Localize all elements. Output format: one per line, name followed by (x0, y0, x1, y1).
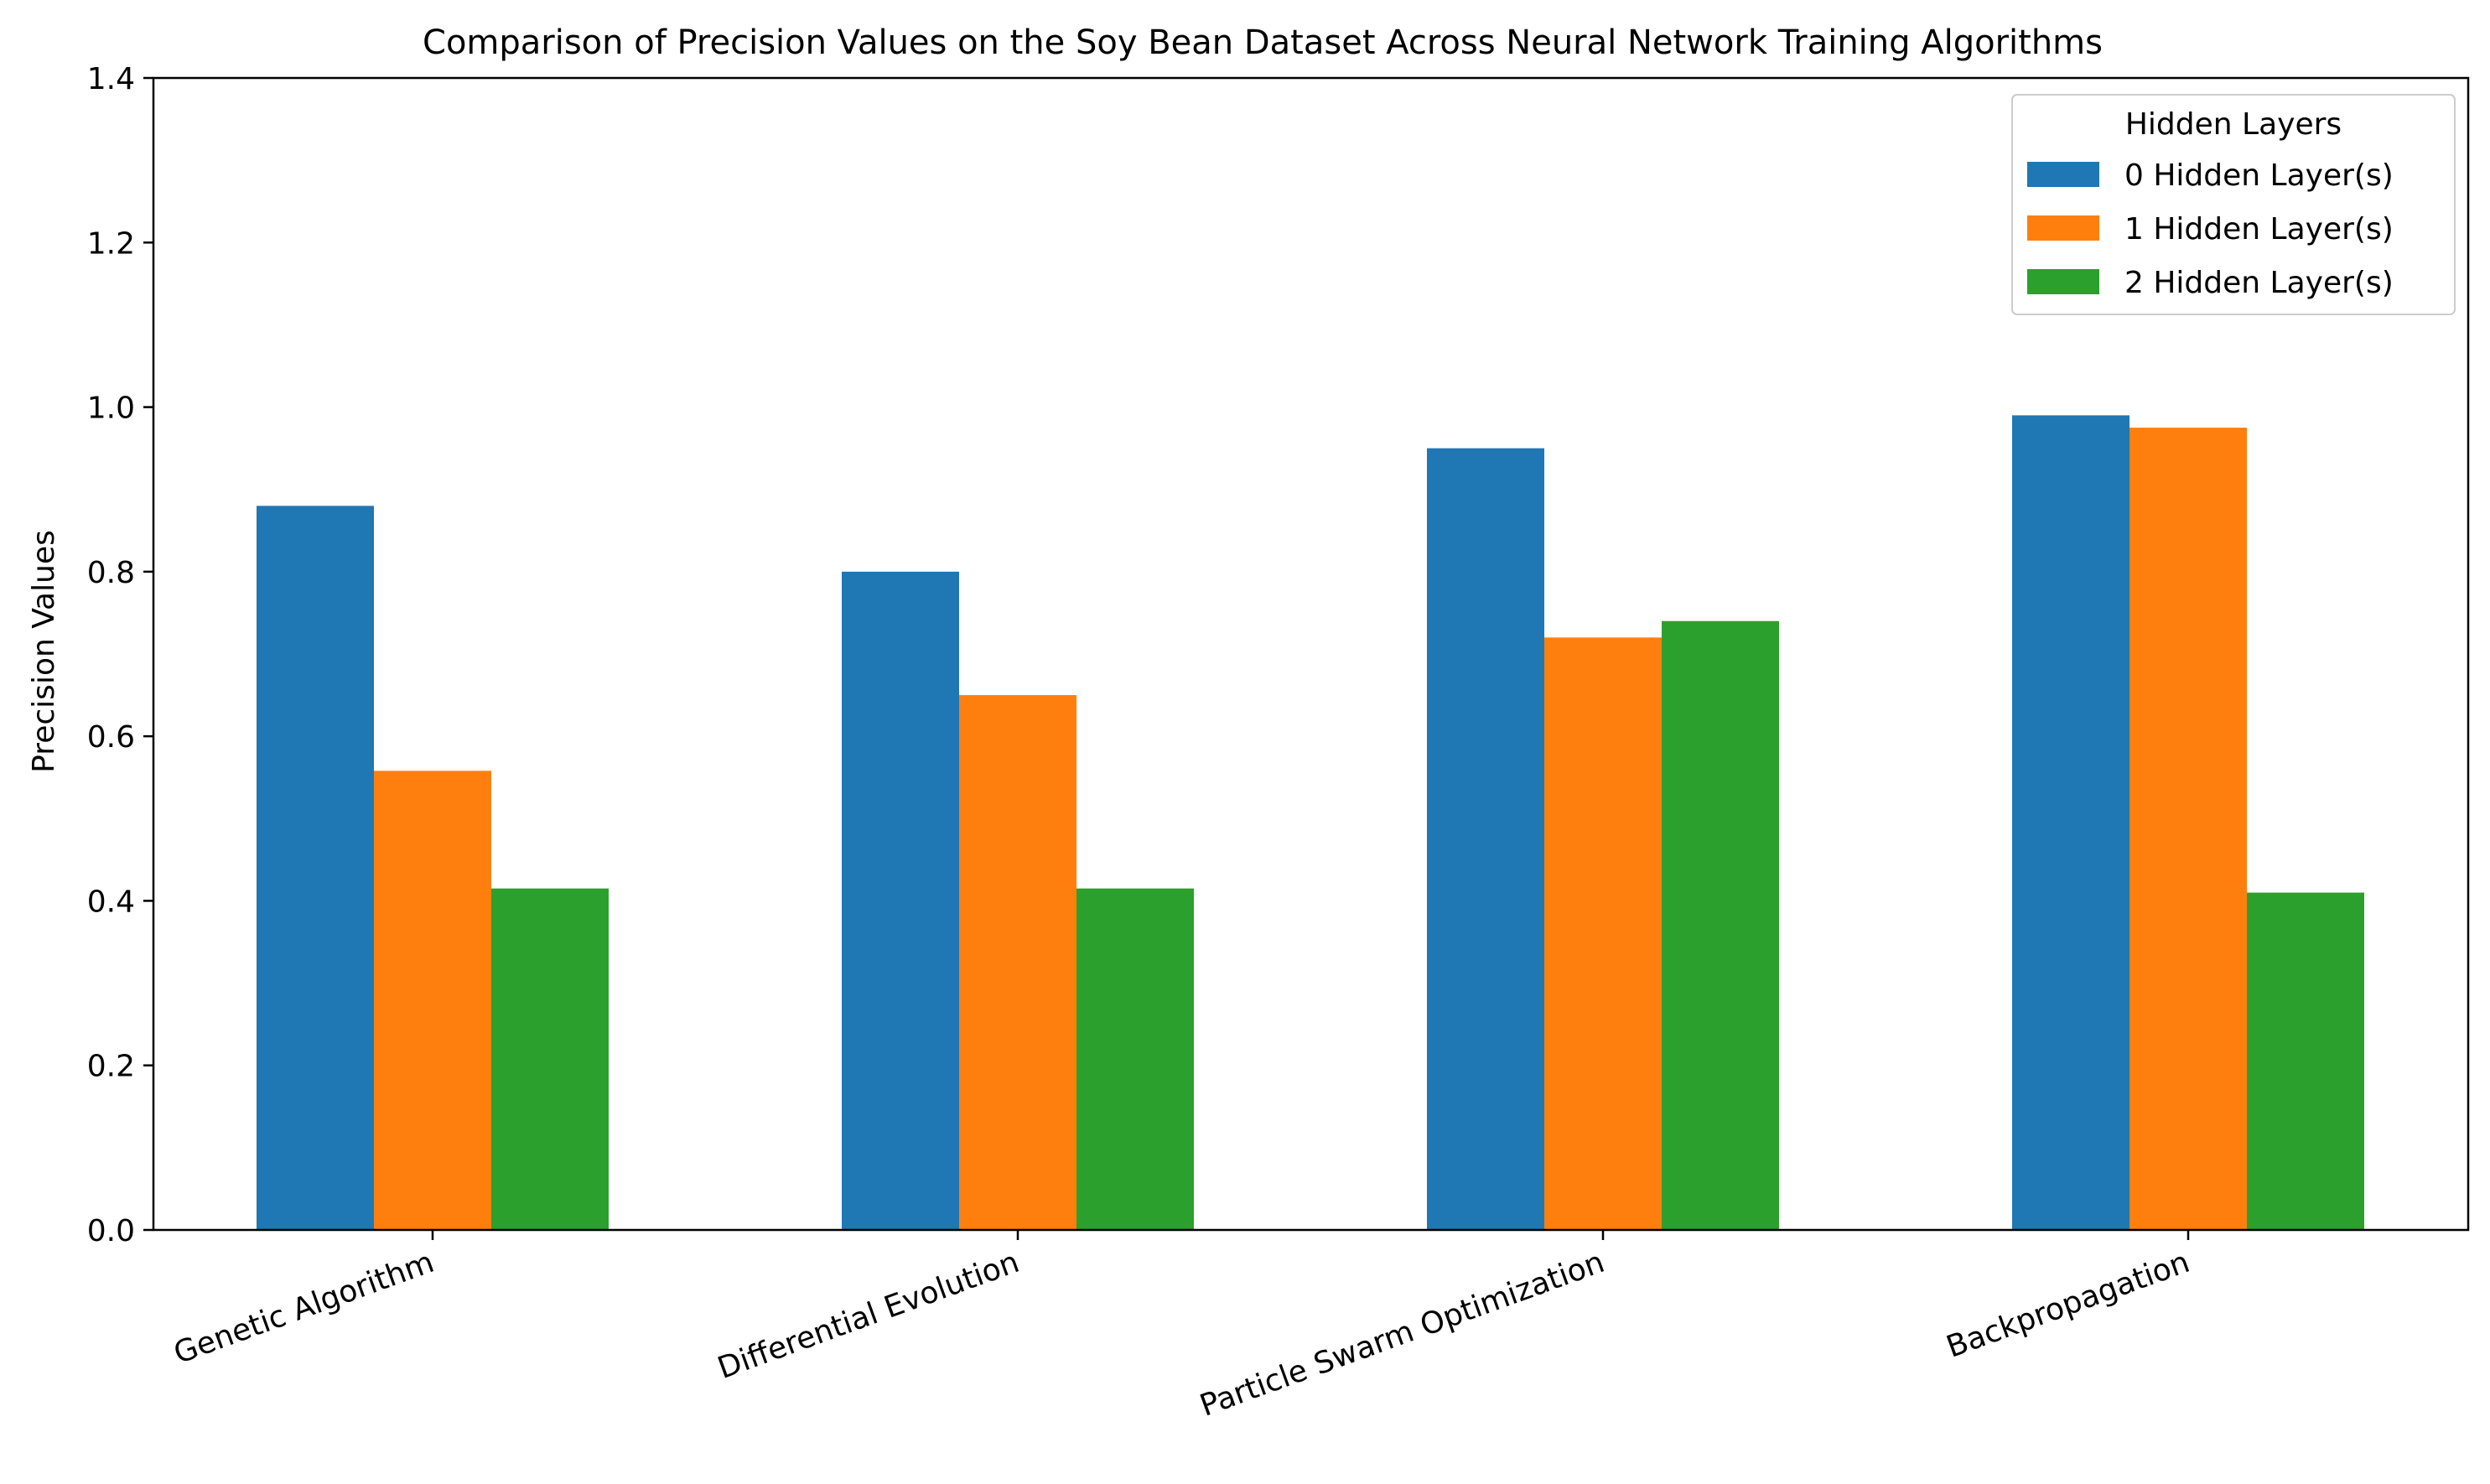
legend-swatch (2027, 162, 2099, 187)
legend-label: 2 Hidden Layer(s) (2124, 266, 2394, 300)
y-tick-label: 1.4 (87, 62, 135, 96)
bar-1-0 (374, 771, 491, 1230)
y-tick-label: 1.2 (87, 226, 135, 261)
y-tick-label: 0.8 (87, 556, 135, 590)
x-tick-label: Particle Swarm Optimization (1196, 1245, 1609, 1424)
bar-2-0 (491, 888, 609, 1230)
bar-2-3 (2247, 892, 2364, 1230)
legend-label: 1 Hidden Layer(s) (2124, 212, 2394, 246)
legend-title: Hidden Layers (2125, 107, 2342, 142)
y-tick-label: 0.0 (87, 1214, 135, 1248)
legend-swatch (2027, 269, 2099, 294)
y-tick-label: 0.4 (87, 885, 135, 919)
legend: Hidden Layers 0 Hidden Layer(s) 1 Hidden … (2011, 94, 2456, 315)
y-axis-label: Precision Values (27, 530, 61, 773)
y-tick-label: 0.6 (87, 720, 135, 755)
legend-swatch (2027, 215, 2099, 241)
legend-frame (2011, 94, 2456, 315)
bar-1-1 (959, 695, 1076, 1230)
bar-1-3 (2129, 428, 2247, 1230)
bar-0-0 (257, 506, 374, 1230)
chart-title: Comparison of Precision Values on the So… (423, 23, 2103, 62)
legend-label: 0 Hidden Layer(s) (2124, 158, 2394, 193)
y-tick-label: 0.2 (87, 1050, 135, 1084)
bar-0-3 (2012, 415, 2129, 1230)
x-tick-label: Differential Evolution (713, 1245, 1024, 1386)
x-tick-label: Backpropagation (1942, 1245, 2194, 1365)
bar-1-2 (1544, 637, 1662, 1230)
axes-frame (152, 76, 2470, 1232)
y-tick-label: 1.0 (87, 392, 135, 426)
x-tick-label: Genetic Algorithm (169, 1245, 438, 1371)
bar-2-1 (1076, 888, 1194, 1230)
bar-0-1 (842, 571, 959, 1230)
bar-2-2 (1662, 620, 1779, 1230)
bar-0-2 (1427, 448, 1544, 1230)
